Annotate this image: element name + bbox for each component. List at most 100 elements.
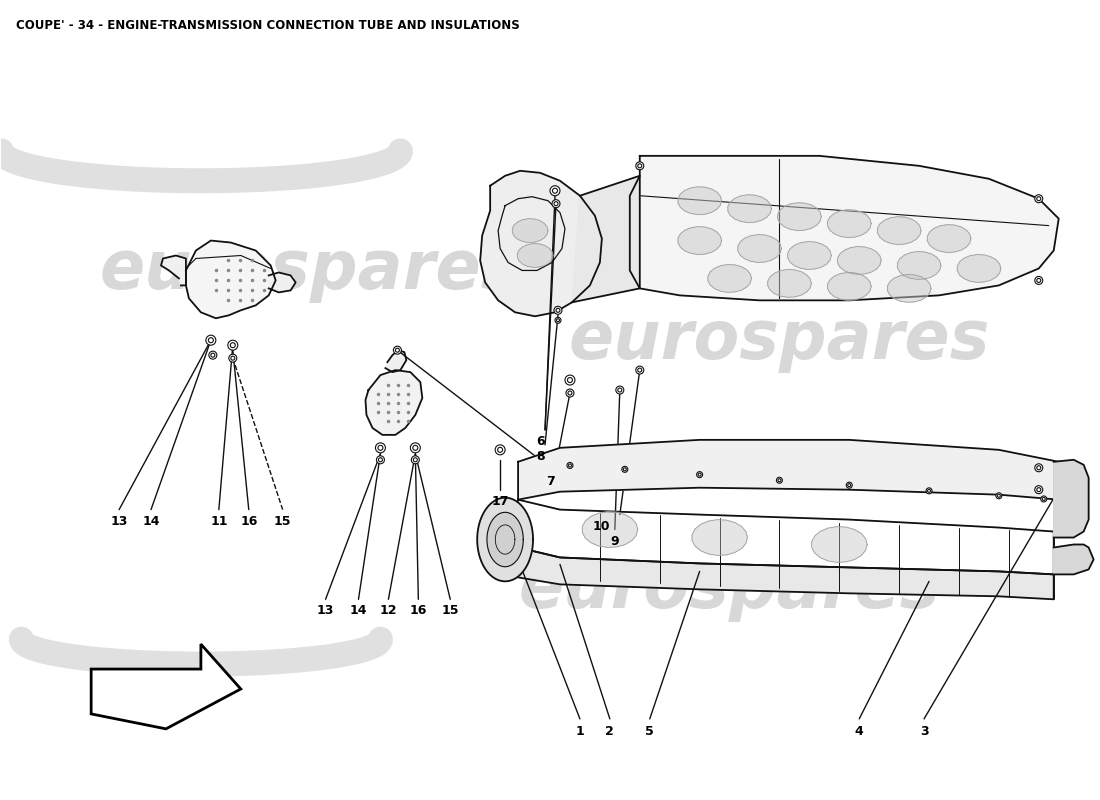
Polygon shape [268, 273, 296, 292]
Circle shape [556, 318, 561, 323]
Circle shape [229, 354, 236, 362]
Circle shape [1035, 194, 1043, 202]
Polygon shape [678, 186, 722, 214]
Circle shape [414, 458, 417, 462]
Circle shape [376, 456, 384, 464]
Text: 14: 14 [142, 514, 160, 528]
Polygon shape [678, 226, 722, 254]
Polygon shape [186, 241, 276, 318]
Circle shape [638, 164, 641, 168]
Polygon shape [518, 440, 1058, 500]
Circle shape [846, 482, 852, 488]
Polygon shape [582, 512, 638, 547]
Circle shape [778, 478, 781, 482]
Text: 16: 16 [409, 604, 427, 618]
Circle shape [1037, 278, 1041, 282]
Text: 11: 11 [210, 514, 228, 528]
Text: 15: 15 [441, 604, 459, 618]
Circle shape [231, 356, 234, 360]
Polygon shape [1054, 545, 1093, 574]
Circle shape [211, 353, 215, 357]
Polygon shape [518, 547, 1054, 599]
Circle shape [696, 472, 703, 478]
Polygon shape [778, 202, 822, 230]
Text: 13: 13 [110, 514, 128, 528]
Circle shape [412, 446, 418, 450]
Text: 16: 16 [240, 514, 257, 528]
Polygon shape [927, 225, 971, 253]
Circle shape [411, 456, 419, 464]
Polygon shape [738, 234, 781, 262]
Text: eurospares: eurospares [519, 556, 940, 622]
Circle shape [206, 335, 216, 345]
Polygon shape [957, 254, 1001, 282]
Polygon shape [385, 350, 406, 372]
Polygon shape [827, 273, 871, 300]
Polygon shape [161, 255, 186, 286]
Circle shape [1043, 498, 1045, 501]
Circle shape [566, 389, 574, 397]
Circle shape [1035, 277, 1043, 285]
Text: 14: 14 [350, 604, 367, 618]
Circle shape [1037, 197, 1041, 201]
Circle shape [568, 391, 572, 395]
Text: eurospares: eurospares [100, 238, 521, 303]
Circle shape [569, 464, 571, 467]
Circle shape [556, 308, 560, 312]
Circle shape [554, 306, 562, 314]
Polygon shape [518, 500, 1054, 574]
Text: 8: 8 [537, 450, 544, 463]
Polygon shape [728, 194, 771, 222]
Polygon shape [477, 498, 534, 582]
Circle shape [621, 466, 628, 472]
Text: COUPE' - 34 - ENGINE-TRANSMISSION CONNECTION TUBE AND INSULATIONS: COUPE' - 34 - ENGINE-TRANSMISSION CONNEC… [16, 19, 520, 32]
Circle shape [378, 458, 383, 462]
Polygon shape [878, 217, 921, 245]
Circle shape [208, 338, 213, 342]
Text: 3: 3 [920, 725, 928, 738]
Polygon shape [1054, 460, 1089, 538]
Circle shape [638, 368, 641, 372]
Polygon shape [888, 274, 931, 302]
Polygon shape [768, 270, 812, 298]
Circle shape [495, 445, 505, 455]
Circle shape [557, 318, 560, 322]
Circle shape [1037, 466, 1041, 470]
Circle shape [568, 378, 572, 382]
Polygon shape [365, 370, 422, 435]
Circle shape [1041, 496, 1047, 502]
Text: 1: 1 [575, 725, 584, 738]
Circle shape [624, 468, 626, 471]
Circle shape [998, 494, 1000, 498]
Polygon shape [827, 210, 871, 238]
Circle shape [996, 493, 1002, 498]
Circle shape [698, 473, 701, 476]
Text: 15: 15 [274, 514, 292, 528]
Text: 17: 17 [492, 494, 509, 508]
Circle shape [926, 488, 932, 494]
Circle shape [410, 443, 420, 453]
Polygon shape [487, 512, 524, 566]
Circle shape [777, 478, 782, 483]
Circle shape [1035, 464, 1043, 472]
Circle shape [394, 346, 402, 354]
Polygon shape [692, 520, 748, 555]
Polygon shape [812, 526, 867, 562]
Polygon shape [481, 170, 602, 316]
Circle shape [395, 348, 399, 352]
Polygon shape [837, 246, 881, 274]
Circle shape [228, 340, 238, 350]
Circle shape [618, 388, 621, 392]
Text: eurospares: eurospares [569, 307, 990, 374]
Text: 7: 7 [547, 474, 556, 488]
Text: 2: 2 [605, 725, 614, 738]
Text: 10: 10 [592, 519, 609, 533]
Polygon shape [513, 218, 548, 242]
Circle shape [566, 462, 573, 469]
Polygon shape [572, 176, 640, 302]
Circle shape [552, 200, 560, 208]
Circle shape [636, 366, 644, 374]
Polygon shape [517, 243, 553, 267]
Circle shape [1037, 488, 1041, 492]
Circle shape [497, 447, 503, 452]
